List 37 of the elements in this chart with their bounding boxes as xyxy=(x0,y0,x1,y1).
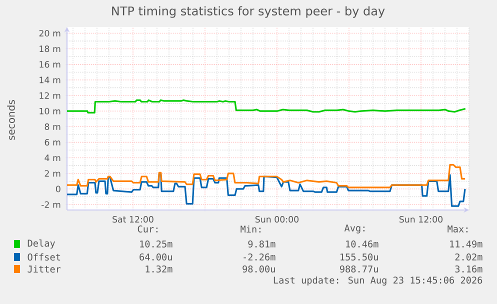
text: Min: xyxy=(240,225,260,233)
y-tick-label: 12 m xyxy=(40,92,60,99)
legend-label: Jitter xyxy=(28,265,61,273)
y-tick-label: 8 m xyxy=(44,123,60,130)
y-tick-label: 4 m xyxy=(44,154,60,161)
x-tick-label: Sun 00:00 xyxy=(255,216,299,223)
text: 10.25m xyxy=(140,240,172,248)
text: 155.50u xyxy=(340,253,378,261)
x-tick-label: Sun 12:00 xyxy=(399,216,443,223)
text: 11.49m xyxy=(450,240,482,248)
text: 3.16m xyxy=(455,265,482,273)
y-tick-label: -2 m xyxy=(42,201,60,208)
text: 9.81m xyxy=(248,240,276,248)
text: Avg: xyxy=(344,224,364,234)
y-tick-label: 6 m xyxy=(44,138,60,146)
x-tick-label: Sat 12:00 xyxy=(112,216,154,223)
text: 10.46m xyxy=(346,240,378,248)
y-tick-label: 2 m xyxy=(44,170,60,177)
legend-label: Delay xyxy=(28,239,55,249)
text: Max: xyxy=(448,226,468,232)
chart-title: NTP timing statistics for system peer - by day xyxy=(112,6,385,18)
y-tick-label: 20 m xyxy=(39,30,60,37)
y-tick-label: 0 xyxy=(56,186,60,192)
text: 1.32m xyxy=(146,265,172,273)
text: -2.26m xyxy=(244,253,276,261)
text: 2.02m xyxy=(455,253,482,261)
text: 98.00u xyxy=(242,265,275,273)
y-tick-label: 10 m xyxy=(40,108,60,114)
y-tick-label: 14 m xyxy=(40,76,60,84)
y-axis-title: seconds xyxy=(7,100,15,140)
text: Last update: Sun Aug 23 15:45:06 2026 xyxy=(274,276,482,286)
legend-label: Offset xyxy=(28,253,60,261)
y-tick-label: 18 m xyxy=(40,46,60,52)
text: 64.00u xyxy=(140,253,172,261)
text: 988.77u xyxy=(340,265,378,273)
y-tick-label: 16 m xyxy=(40,61,60,68)
text: Cur: xyxy=(138,225,158,233)
